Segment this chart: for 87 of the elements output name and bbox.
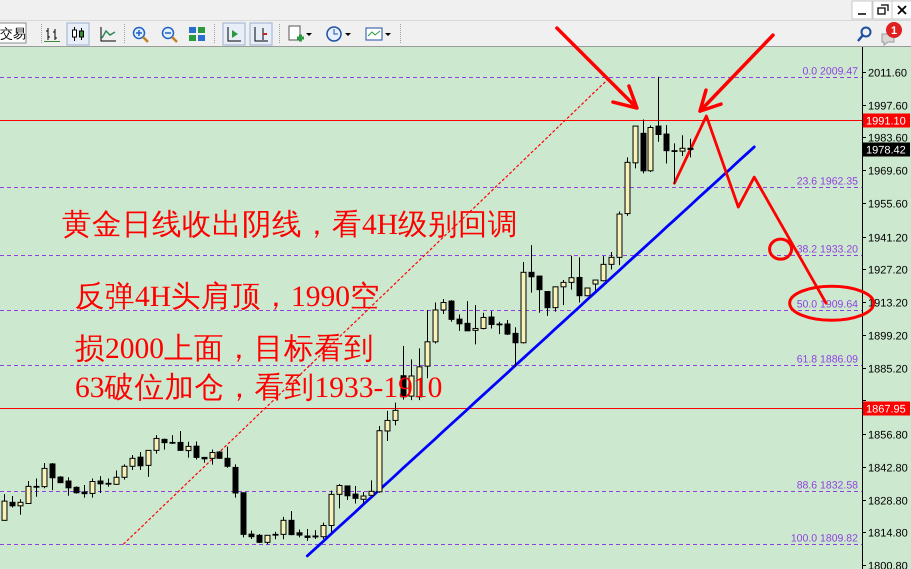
candlestick — [472, 304, 478, 345]
candlestick — [42, 462, 48, 489]
candlestick — [544, 291, 550, 316]
candlestick — [154, 434, 160, 454]
candlestick — [162, 438, 168, 450]
candlestick — [464, 300, 470, 332]
candlestick — [26, 480, 32, 504]
candlestick — [392, 402, 398, 426]
y-tick-label: 1927.20 — [868, 264, 908, 276]
annotation: 黄金日线收出阴线，看4H级别回调 — [62, 209, 518, 241]
candlestick — [488, 310, 494, 329]
candlestick — [512, 326, 518, 368]
candlestick — [680, 134, 686, 157]
ref-line-label: 88.6 1832.58 — [796, 480, 858, 492]
candlestick — [304, 528, 310, 542]
y-tick-label: 1842.80 — [868, 462, 908, 474]
candlestick — [10, 496, 16, 508]
candlestick — [384, 410, 390, 442]
candlestick — [344, 484, 350, 500]
candlestick — [576, 256, 582, 303]
candlestick — [688, 138, 694, 158]
candlestick — [672, 142, 678, 184]
ref-line-label: 61.8 1886.09 — [796, 354, 858, 366]
y-tick-label: 1856.80 — [868, 430, 908, 442]
candlestick — [608, 251, 614, 270]
candlestick — [130, 454, 136, 471]
ref-line-label: 0.0 2009.47 — [802, 66, 858, 78]
candlestick — [2, 494, 8, 522]
candlestick — [82, 484, 88, 498]
candlestick — [178, 430, 184, 452]
ref-line-label: 50.0 1909.64 — [796, 298, 858, 310]
candlestick — [114, 470, 120, 486]
candlestick — [560, 280, 566, 306]
y-tick-label: 1955.60 — [868, 198, 908, 210]
candlestick — [18, 498, 24, 516]
candlestick — [34, 478, 40, 498]
y-tick-label: 1941.20 — [868, 232, 908, 244]
y-tick-label: 1983.60 — [868, 132, 908, 144]
candlestick — [496, 321, 502, 335]
text: 交易 — [0, 26, 26, 41]
candlestick — [440, 298, 446, 314]
candlestick — [456, 314, 462, 332]
candlestick — [528, 244, 534, 294]
candlestick — [448, 300, 454, 322]
candlestick — [90, 478, 96, 498]
y-tick-label: 1969.60 — [868, 166, 908, 178]
candlestick — [368, 480, 374, 496]
candlestick — [66, 476, 72, 496]
candlestick — [664, 124, 670, 164]
candlestick — [320, 522, 326, 540]
ref-line-label: 23.6 1962.35 — [796, 176, 858, 188]
candlestick — [224, 446, 230, 468]
candlestick — [504, 320, 510, 336]
candlestick — [336, 484, 342, 509]
y-tick-label: 1997.60 — [868, 100, 908, 112]
candlestick — [592, 280, 598, 291]
candlestick — [264, 534, 270, 545]
candlestick — [536, 276, 542, 314]
candlestick — [280, 516, 286, 540]
y-tick-label: 2011.60 — [868, 68, 907, 80]
text: 1 — [890, 25, 898, 37]
candlestick — [50, 462, 56, 491]
candlestick — [656, 76, 662, 142]
ref-line-label: 1991.10 — [866, 116, 906, 128]
y-tick-label: 1885.20 — [868, 364, 908, 376]
candlestick — [138, 452, 144, 471]
candlestick — [568, 255, 574, 290]
candlestick — [194, 440, 200, 460]
text: 1978.42 — [866, 144, 906, 156]
annotation: 反弹4H头肩顶，1990空 — [75, 280, 380, 313]
candlestick — [600, 256, 606, 282]
candlestick — [98, 476, 104, 494]
candlestick — [552, 286, 558, 312]
candlestick — [352, 485, 358, 504]
ref-line-label: 1867.95 — [866, 404, 906, 416]
y-tick-label: 1828.80 — [868, 496, 908, 508]
ref-line-label: 38.2 1933.20 — [796, 244, 858, 256]
y-tick-label: 1899.20 — [868, 330, 908, 342]
ref-line-label: 100.0 1809.82 — [790, 532, 858, 544]
y-tick-label: 1814.80 — [868, 528, 908, 540]
candlestick — [360, 492, 366, 504]
candlestick — [288, 510, 294, 536]
candlestick — [146, 450, 152, 478]
annotation: 损2000上面，目标看到 — [75, 333, 374, 365]
candlestick — [480, 312, 486, 330]
candlestick — [122, 464, 128, 480]
candlestick — [186, 441, 192, 458]
